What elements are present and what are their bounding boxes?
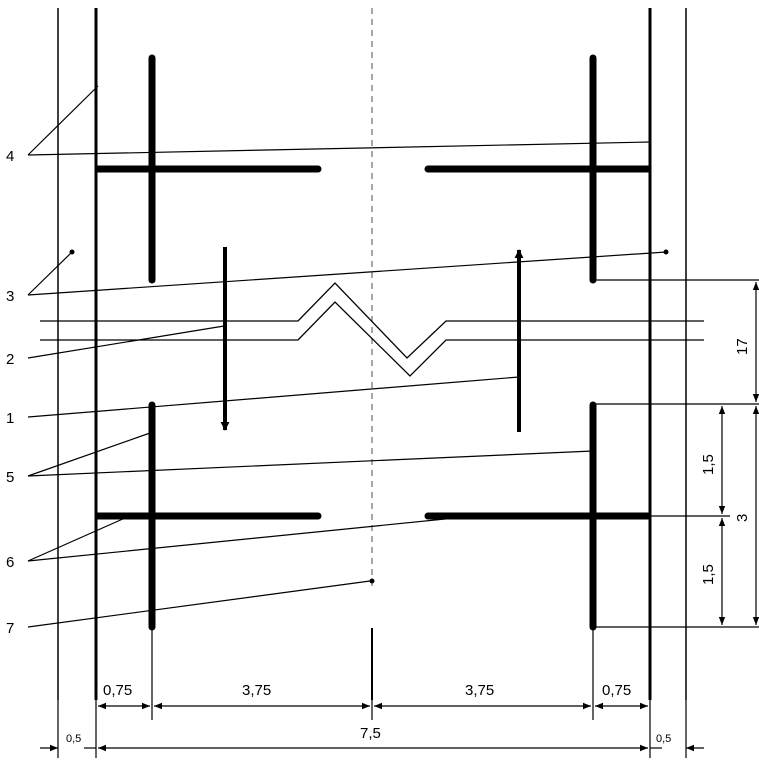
leader-7 xyxy=(27,580,371,628)
leader-2 xyxy=(27,325,225,359)
callout-2: 2 xyxy=(6,351,14,368)
upper-markings xyxy=(94,54,652,284)
lower-markings xyxy=(94,401,652,631)
callout-3: 3 xyxy=(6,288,14,305)
dim-label-17: 17 xyxy=(734,338,751,355)
leader-3a xyxy=(27,251,73,296)
dim-label-edge-left: 0,75 xyxy=(103,682,132,699)
dim-label-total: 7,5 xyxy=(360,725,381,742)
road-boundaries xyxy=(57,8,687,700)
callout-4: 4 xyxy=(6,148,14,165)
leader-1 xyxy=(27,376,520,418)
break-line-upper xyxy=(40,282,704,359)
dim-label-half-upper: 1,5 xyxy=(700,454,717,475)
break-line-lower xyxy=(40,301,704,377)
dim-label-marker-length: 3 xyxy=(734,514,751,522)
leader-6a xyxy=(27,517,126,562)
leader-lines xyxy=(27,85,667,628)
leader-3b xyxy=(27,251,667,296)
dim-label-lane-left: 3,75 xyxy=(242,682,271,699)
callout-5: 5 xyxy=(6,469,14,486)
dim-label-shoulder-left: 0,5 xyxy=(66,733,81,745)
dim-label-shoulder-right: 0,5 xyxy=(656,733,671,745)
leader-6b xyxy=(27,517,456,562)
callout-1: 1 xyxy=(6,410,14,427)
leader-5a xyxy=(27,432,151,477)
leader-4b xyxy=(27,141,651,156)
dim-label-half-lower: 1,5 xyxy=(700,564,717,585)
leader-3-dot-right xyxy=(663,249,669,255)
break-symbol xyxy=(40,282,704,377)
traffic-arrows xyxy=(220,247,524,432)
callout-7: 7 xyxy=(6,620,14,637)
callout-6: 6 xyxy=(6,554,14,571)
right-dimensions xyxy=(595,279,759,628)
leader-3-dot-left xyxy=(69,249,75,255)
leader-4a xyxy=(27,85,99,156)
bottom-dimensions xyxy=(40,627,704,758)
dim-label-lane-right: 3,75 xyxy=(465,682,494,699)
callout-labels: 4 3 2 1 5 6 7 xyxy=(6,148,14,637)
leader-5b xyxy=(27,450,594,477)
dim-label-edge-right: 0,75 xyxy=(602,682,631,699)
axis-point xyxy=(369,578,375,584)
